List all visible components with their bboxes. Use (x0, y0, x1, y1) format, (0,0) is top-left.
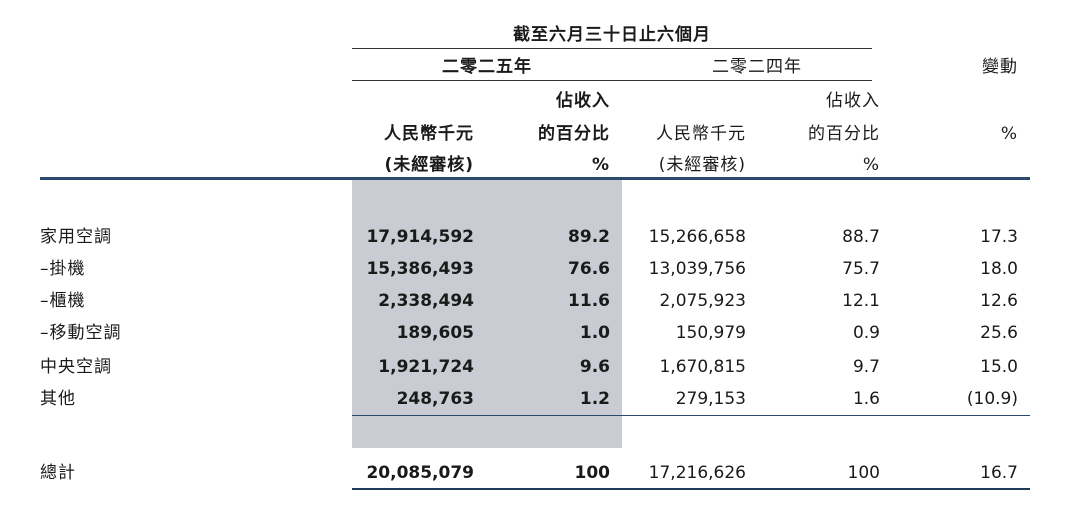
row-label: 其他 (40, 389, 76, 409)
pct-2025: 1.2 (579, 389, 610, 409)
pct-2025: 89.2 (568, 227, 610, 247)
value-2025: 248,763 (396, 389, 474, 409)
pct-2024-symbol: % (862, 155, 880, 175)
value-2025: 189,605 (396, 323, 474, 343)
pct-2025: 76.6 (568, 259, 610, 279)
total-value-2024: 17,216,626 (648, 463, 746, 483)
current-period-highlight (352, 180, 622, 448)
pct-change-symbol: % (1000, 124, 1018, 144)
total-pct-2025: 100 (574, 463, 611, 483)
period-heading: 截至六月三十日止六個月 (513, 25, 711, 45)
value-2024: 2,075,923 (659, 291, 746, 311)
pct-2024-line2: 的百分比 (808, 124, 880, 144)
value-2024: 150,979 (675, 323, 746, 343)
change-value: 12.6 (980, 291, 1018, 311)
value-2025: 15,386,493 (366, 259, 474, 279)
rmb-2024: 人民幣千元 (656, 124, 746, 144)
rmb-2025: 人民幣千元 (384, 124, 474, 144)
row-label: 家用空調 (40, 227, 112, 247)
period-underline (352, 48, 872, 49)
total-pct-2024: 100 (847, 463, 880, 483)
value-2025: 2,338,494 (378, 291, 474, 311)
pct-2024: 9.7 (852, 357, 880, 377)
pct-2025-symbol: % (591, 155, 610, 175)
change-value: 18.0 (980, 259, 1018, 279)
value-2024: 13,039,756 (648, 259, 746, 279)
pct-2024: 0.9 (852, 323, 880, 343)
pct-2024: 1.6 (852, 389, 880, 409)
pct-2025: 1.0 (579, 323, 610, 343)
change-value: 17.3 (980, 227, 1018, 247)
year-2024-heading: 二零二四年 (712, 57, 802, 77)
row-label: 中央空調 (40, 357, 112, 377)
total-label: 總計 (40, 463, 76, 483)
year-underline (352, 80, 872, 81)
pct-2025: 9.6 (579, 357, 610, 377)
total-change: 16.7 (980, 463, 1018, 483)
total-value-2025: 20,085,079 (366, 463, 474, 483)
total-rule (352, 488, 1030, 490)
pct-2025-line1: 佔收入 (556, 91, 610, 111)
value-2024: 15,266,658 (648, 227, 746, 247)
value-2024: 279,153 (675, 389, 746, 409)
change-value: 15.0 (980, 357, 1018, 377)
value-2024: 1,670,815 (659, 357, 746, 377)
pct-2024-line1: 佔收入 (826, 91, 880, 111)
unaudited-2024: (未經審核) (658, 155, 746, 175)
pct-2024: 75.7 (842, 259, 880, 279)
change-heading: 變動 (982, 57, 1018, 77)
row-label: –掛機 (40, 259, 86, 279)
row-label: –移動空調 (40, 323, 122, 343)
pct-2024: 12.1 (842, 291, 880, 311)
header-rule (40, 177, 1030, 180)
pct-2025: 11.6 (568, 291, 610, 311)
value-2025: 1,921,724 (378, 357, 474, 377)
unaudited-2025: (未經審核) (384, 155, 474, 175)
row-label: –櫃機 (40, 291, 86, 311)
pct-2024: 88.7 (842, 227, 880, 247)
value-2025: 17,914,592 (366, 227, 474, 247)
subtotal-rule (352, 415, 1030, 416)
pct-2025-line2: 的百分比 (538, 124, 610, 144)
year-2025-heading: 二零二五年 (442, 57, 532, 77)
change-value: 25.6 (980, 323, 1018, 343)
change-value: (10.9) (966, 389, 1018, 409)
